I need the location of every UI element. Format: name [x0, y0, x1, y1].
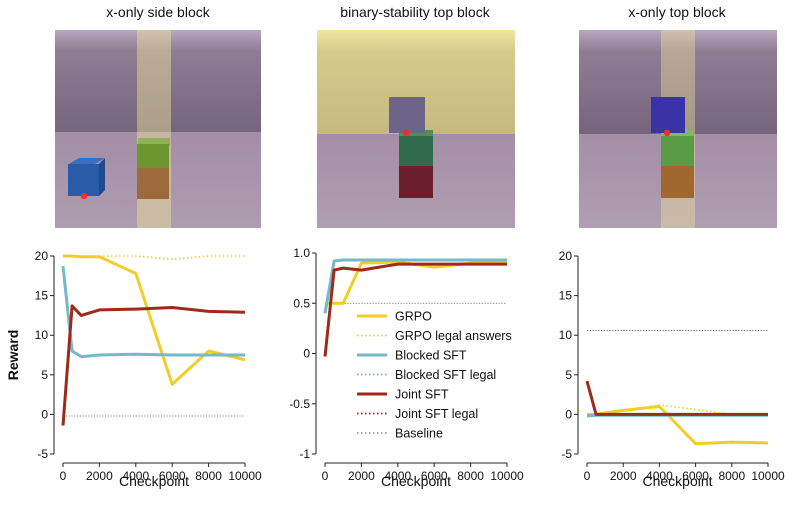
cube-blue-top-block	[651, 97, 685, 133]
x-tick-label: 4000	[384, 469, 411, 483]
cube-green	[661, 136, 694, 166]
cube-green	[399, 136, 433, 166]
x-tick-label: 8000	[457, 469, 484, 483]
target-dot	[663, 129, 671, 137]
series-blocked-sft	[61, 266, 245, 359]
scene-image-right	[579, 30, 785, 228]
x-tick-label: 4000	[122, 469, 149, 483]
y-tick-label: 10	[559, 328, 573, 342]
wall	[55, 30, 261, 132]
y-tick-label: 15	[35, 289, 49, 303]
y-tick-label: -5	[37, 447, 48, 461]
y-axis-label: Reward	[5, 330, 21, 381]
scene-right-svg	[579, 30, 777, 228]
chart-0: -5 0 5 10 15 20 0 2000 4000 6000 8000 10000 Checkpoi…	[5, 249, 262, 489]
chart-1: -1 -0.5 0 0.5 1.0 0 2000 4000 6000 8000 10000 Check…	[289, 246, 524, 489]
chart-2: -5 0 5 10 15 20 0 2000 4000 6000 8000 10000 Checkpoi…	[559, 249, 785, 489]
target-dot	[80, 192, 88, 200]
x-tick-label: 0	[322, 469, 329, 483]
y-tick-label: 10	[35, 328, 49, 342]
cube-blue-top	[69, 158, 105, 164]
series-joint-sft	[585, 380, 768, 416]
y-tick-label: 20	[559, 249, 573, 263]
y-tick-label: 15	[559, 289, 573, 303]
series-grpo	[63, 254, 246, 386]
legend-label: Joint SFT legal	[395, 407, 478, 421]
scene-image-middle	[317, 30, 523, 228]
legend-items: GRPO GRPO legal answers Blocked SFT Blocked…	[357, 310, 512, 441]
cube-purple-top-block	[389, 97, 425, 133]
cube-green-top	[138, 138, 170, 146]
x-tick-label: 2000	[86, 469, 113, 483]
cube-maroon	[399, 166, 433, 198]
scene-middle-svg	[317, 30, 515, 228]
series-joint-sft-legal	[62, 305, 246, 426]
series-joint-sft	[323, 262, 507, 357]
legend-label: Joint SFT	[395, 388, 449, 402]
series-blocked-sft	[323, 258, 507, 314]
x-tick-label: 6000	[421, 469, 448, 483]
y-tick-label: 0	[565, 407, 572, 421]
legend-label: Baseline	[395, 427, 443, 441]
y-tick-label: 5	[41, 368, 48, 382]
x-tick-label: 10000	[490, 469, 524, 483]
x-tick-label: 10000	[228, 469, 262, 483]
y-tick-label: -1	[299, 447, 310, 461]
y-tick-label: 0	[41, 407, 48, 421]
x-tick-label: 0	[584, 469, 591, 483]
x-tick-label: 8000	[195, 469, 222, 483]
y-tick-label: 1.0	[293, 246, 310, 260]
panel-title-middle: binary-stability top block	[340, 4, 490, 20]
panel-title-left: x-only side block	[106, 4, 210, 20]
legend-label: Blocked SFT	[395, 349, 467, 363]
cube-blue-side	[99, 158, 105, 196]
cube-orange	[661, 166, 694, 198]
series-joint-sft	[61, 304, 246, 426]
cube-orange	[137, 168, 169, 199]
y-tick-label: -5	[561, 447, 572, 461]
x-tick-label: 6000	[682, 469, 709, 483]
x-tick-label: 0	[60, 469, 67, 483]
scene-left-svg	[55, 30, 261, 228]
panel-title-right: x-only top block	[628, 4, 726, 20]
y-tick-label: 20	[35, 249, 49, 263]
legend-label: GRPO legal answers	[395, 329, 512, 343]
x-tick-label: 4000	[646, 469, 673, 483]
x-tick-label: 2000	[610, 469, 637, 483]
legend: GRPO GRPO legal answers Blocked SFT Blocked…	[357, 310, 512, 441]
scene-image-left	[55, 30, 261, 228]
x-axis-label: Checkpoint	[119, 473, 189, 489]
y-tick-label: 0	[303, 347, 310, 361]
x-tick-label: 8000	[718, 469, 745, 483]
series-grpo	[587, 405, 769, 446]
legend-label: Blocked SFT legal	[395, 368, 496, 382]
series-grpo	[325, 259, 508, 305]
x-axis-label: Checkpoint	[381, 473, 451, 489]
cube-blue	[68, 164, 99, 196]
y-tick-label: 0.5	[293, 296, 310, 310]
y-tick-label: 5	[565, 368, 572, 382]
series-joint-sft-legal	[586, 380, 768, 416]
target-dot	[402, 129, 410, 137]
y-tick-label: -0.5	[289, 397, 310, 411]
legend-label: GRPO	[395, 310, 432, 324]
x-tick-label: 6000	[159, 469, 186, 483]
x-tick-label: 10000	[751, 469, 785, 483]
x-tick-label: 2000	[348, 469, 375, 483]
x-axis-label: Checkpoint	[642, 473, 712, 489]
cube-green	[137, 144, 169, 168]
